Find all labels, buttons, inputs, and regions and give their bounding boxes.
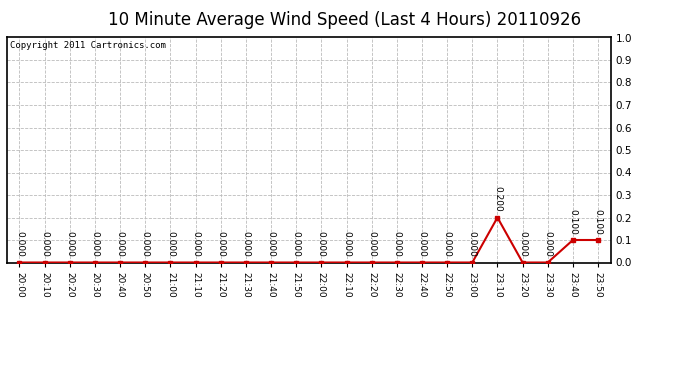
- Text: 0.000: 0.000: [292, 231, 301, 257]
- Text: Copyright 2011 Cartronics.com: Copyright 2011 Cartronics.com: [10, 41, 166, 50]
- Text: 0.000: 0.000: [468, 231, 477, 257]
- Text: 0.000: 0.000: [442, 231, 452, 257]
- Text: 0.000: 0.000: [367, 231, 376, 257]
- Text: 0.200: 0.200: [493, 186, 502, 212]
- Text: 0.000: 0.000: [417, 231, 426, 257]
- Text: 0.000: 0.000: [518, 231, 527, 257]
- Text: 0.000: 0.000: [543, 231, 552, 257]
- Text: 0.000: 0.000: [191, 231, 200, 257]
- Text: 0.000: 0.000: [40, 231, 49, 257]
- Text: 0.100: 0.100: [569, 209, 578, 234]
- Text: 0.000: 0.000: [90, 231, 99, 257]
- Text: 0.000: 0.000: [266, 231, 275, 257]
- Text: 10 Minute Average Wind Speed (Last 4 Hours) 20110926: 10 Minute Average Wind Speed (Last 4 Hou…: [108, 11, 582, 29]
- Text: 0.000: 0.000: [116, 231, 125, 257]
- Text: 0.000: 0.000: [241, 231, 250, 257]
- Text: 0.000: 0.000: [216, 231, 225, 257]
- Text: 0.000: 0.000: [15, 231, 24, 257]
- Text: 0.000: 0.000: [166, 231, 175, 257]
- Text: 0.000: 0.000: [342, 231, 351, 257]
- Text: 0.000: 0.000: [141, 231, 150, 257]
- Text: 0.100: 0.100: [593, 209, 602, 234]
- Text: 0.000: 0.000: [393, 231, 402, 257]
- Text: 0.000: 0.000: [66, 231, 75, 257]
- Text: 0.000: 0.000: [317, 231, 326, 257]
